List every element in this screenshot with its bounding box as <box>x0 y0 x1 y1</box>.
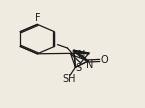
Text: S: S <box>75 63 81 73</box>
Text: SH: SH <box>62 74 76 84</box>
Text: N: N <box>78 50 85 60</box>
Text: F: F <box>35 14 40 24</box>
Text: O: O <box>101 55 109 65</box>
Text: N: N <box>86 60 93 70</box>
